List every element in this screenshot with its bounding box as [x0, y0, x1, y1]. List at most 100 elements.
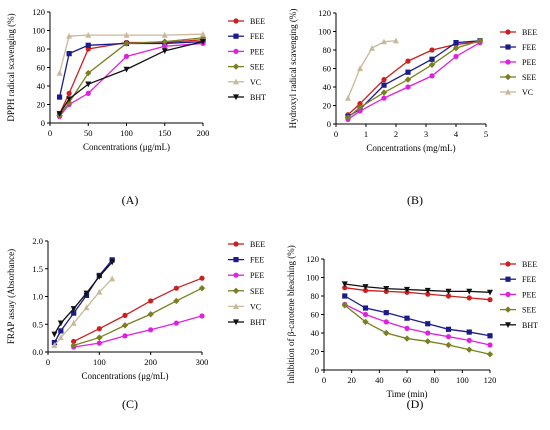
- data-point: [109, 275, 116, 282]
- x-tick-label: 120: [484, 375, 497, 385]
- data-point: [362, 287, 369, 294]
- data-point: [487, 342, 493, 348]
- data-point: [148, 327, 154, 333]
- y-tick-label: 0: [41, 118, 45, 128]
- data-point: [57, 320, 64, 327]
- data-point: [56, 111, 63, 117]
- x-tick-label: 100: [456, 375, 469, 385]
- legend-item-see: SEE: [228, 287, 264, 296]
- y-tick-label: 80: [311, 291, 320, 301]
- data-point: [404, 325, 410, 331]
- data-point: [58, 328, 64, 334]
- data-point: [162, 43, 168, 49]
- data-point: [356, 104, 364, 111]
- data-point: [445, 326, 452, 332]
- legend-item-pee: PEE: [500, 58, 536, 67]
- legend-marker: [233, 33, 239, 39]
- data-point: [345, 94, 351, 101]
- data-point: [199, 34, 207, 42]
- data-point: [424, 338, 431, 345]
- legend-marker: [505, 291, 511, 297]
- legend-marker: [505, 44, 511, 50]
- legend: BEE FEE PEE SEE VC BHT: [228, 17, 266, 102]
- legend-label: VC: [250, 78, 261, 87]
- legend-item-bee: BEE: [500, 260, 537, 269]
- data-point: [486, 351, 494, 358]
- legend-marker: [233, 18, 239, 24]
- y-tick-label: 60: [37, 63, 46, 73]
- series-bee: [71, 275, 205, 345]
- data-point: [381, 38, 387, 45]
- data-point: [96, 334, 103, 341]
- y-tick-label: 1.0: [32, 292, 43, 302]
- data-point: [96, 340, 102, 346]
- data-point: [66, 51, 72, 57]
- data-point: [404, 315, 410, 321]
- x-tick-label: 150: [158, 128, 171, 138]
- legend-label: SEE: [522, 73, 536, 82]
- data-point: [466, 329, 472, 335]
- data-point: [487, 297, 493, 303]
- legend-marker: [233, 272, 239, 278]
- data-point: [429, 47, 435, 53]
- legend-item-vc: VC: [500, 88, 533, 97]
- legend-item-see: SEE: [500, 306, 536, 315]
- legend-label: BEE: [522, 28, 537, 37]
- data-point: [466, 346, 473, 353]
- series-line: [58, 40, 204, 98]
- legend-label: BEE: [522, 260, 537, 269]
- legend-item-see: SEE: [228, 63, 264, 72]
- data-point: [362, 318, 369, 326]
- y-tick-label: 2.0: [32, 236, 43, 246]
- x-tick-label: 100: [120, 128, 133, 138]
- data-point: [466, 337, 472, 343]
- x-tick-label: 200: [144, 357, 157, 367]
- y-tick-label: 100: [306, 273, 319, 283]
- legend-marker: [504, 73, 512, 81]
- series-bht: [341, 281, 493, 296]
- data-point: [161, 38, 168, 45]
- legend-label: PEE: [250, 271, 264, 280]
- x-tick-label: 50: [84, 128, 93, 138]
- data-point: [357, 108, 363, 114]
- legend-marker: [505, 59, 511, 65]
- x-tick-label: 1: [364, 129, 368, 139]
- legend-marker: [505, 276, 511, 282]
- y-tick-label: 60: [323, 64, 332, 74]
- data-point: [96, 326, 102, 332]
- x-tick-label: 0: [46, 357, 50, 367]
- data-point: [122, 333, 128, 339]
- y-axis-label: Inhibition of β-carotene bleaching (%): [286, 245, 296, 384]
- x-tick-label: 60: [403, 375, 412, 385]
- data-point: [487, 333, 493, 339]
- data-point: [109, 259, 116, 266]
- data-point: [65, 99, 73, 106]
- data-point: [66, 32, 73, 39]
- data-point: [173, 297, 180, 305]
- data-point: [123, 40, 130, 47]
- y-tick-label: 40: [311, 328, 320, 338]
- series-line: [59, 42, 204, 117]
- series-pee: [71, 313, 205, 350]
- legend-item-pee: PEE: [228, 47, 264, 56]
- x-tick-label: 100: [93, 357, 106, 367]
- series-line: [58, 39, 204, 115]
- data-point: [122, 312, 128, 318]
- data-point: [341, 302, 348, 309]
- data-point: [425, 321, 431, 327]
- series-line: [53, 261, 113, 335]
- x-axis-label: Concentrations (mg/mL): [366, 143, 455, 153]
- x-tick-label: 0: [48, 128, 52, 138]
- series-line: [347, 40, 481, 118]
- data-point: [357, 101, 363, 107]
- x-tick-label: 3: [424, 129, 428, 139]
- data-point: [445, 293, 452, 299]
- legend-label: SEE: [522, 306, 536, 315]
- data-point: [380, 89, 388, 96]
- data-point: [161, 48, 168, 55]
- legend-label: BHT: [522, 321, 538, 330]
- data-point: [200, 31, 206, 37]
- data-point: [56, 69, 63, 76]
- chart-panel-1: 0 20 40 60 80 100 120 0 50 100 150 200 Concentration…: [6, 7, 266, 207]
- legend: BEE FEE PEE SEE VC BHT: [228, 240, 266, 327]
